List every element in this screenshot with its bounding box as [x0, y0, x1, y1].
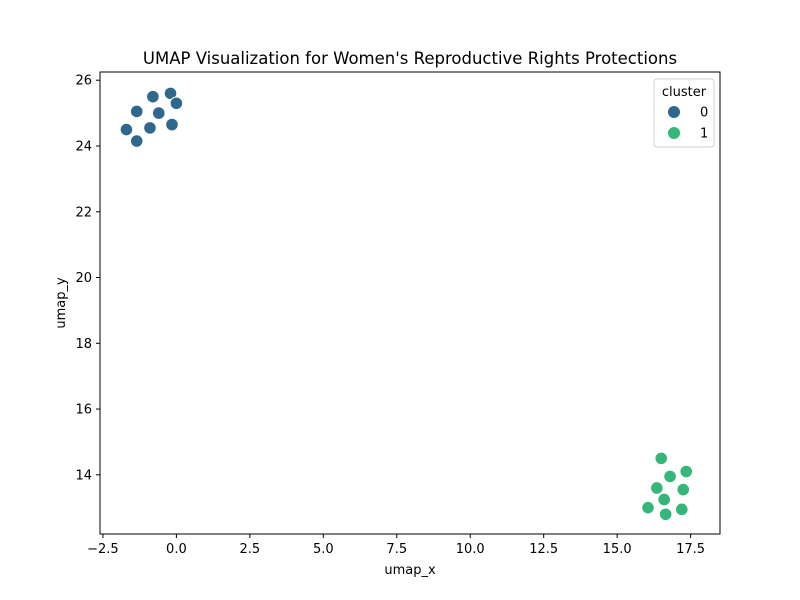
data-point-cluster-1 [657, 492, 671, 507]
y-tick-label: 26 [75, 74, 92, 89]
series-cluster-0 [119, 86, 184, 148]
plot-area [119, 86, 694, 522]
y-tick-label: 14 [75, 468, 92, 483]
x-tick-label: −2.5 [87, 542, 119, 557]
data-point-cluster-0 [163, 86, 178, 101]
legend-label-cluster-0: 0 [700, 106, 708, 121]
legend-label-cluster-1: 1 [700, 127, 708, 142]
y-axis-label: umap_y [54, 277, 69, 329]
y-tick-label: 18 [75, 337, 92, 352]
x-tick-label: 2.5 [240, 542, 261, 557]
data-point-cluster-0 [129, 104, 144, 119]
y-axis-ticks: 14 16 18 20 22 24 26 [75, 74, 100, 483]
y-tick-label: 16 [75, 403, 92, 418]
x-axis-label: umap_x [384, 563, 436, 578]
y-tick-label: 20 [75, 271, 92, 286]
legend: cluster 0 1 [653, 78, 715, 148]
x-tick-label: 15.0 [603, 542, 632, 557]
legend-title: cluster [662, 85, 707, 100]
x-tick-label: 5.0 [313, 542, 334, 557]
legend-marker-cluster-0 [667, 105, 681, 119]
x-tick-label: 10.0 [456, 542, 485, 557]
x-tick-label: 17.5 [676, 542, 705, 557]
data-point-cluster-1 [675, 502, 689, 517]
plot-frame [99, 71, 721, 535]
data-point-cluster-1 [679, 464, 694, 479]
x-axis-ticks: −2.5 0.0 2.5 5.0 7.5 10.0 12.5 15.0 17.5 [87, 534, 705, 557]
data-point-cluster-0 [169, 96, 184, 111]
data-point-cluster-0 [146, 89, 160, 104]
data-point-cluster-1 [658, 507, 673, 522]
data-point-cluster-1 [641, 500, 655, 515]
data-point-cluster-1 [676, 482, 691, 497]
series-cluster-1 [641, 451, 694, 522]
data-point-cluster-0 [119, 122, 134, 137]
chart-title: UMAP Visualization for Women's Reproduct… [143, 49, 677, 68]
data-point-cluster-1 [650, 481, 664, 495]
y-tick-label: 24 [75, 139, 92, 154]
x-tick-label: 0.0 [166, 542, 187, 557]
data-point-cluster-0 [165, 117, 179, 132]
data-point-cluster-1 [663, 469, 677, 484]
x-tick-label: 12.5 [529, 542, 558, 557]
data-point-cluster-1 [654, 451, 669, 466]
data-point-cluster-0 [129, 134, 144, 148]
data-point-cluster-0 [143, 121, 157, 135]
x-tick-label: 7.5 [386, 542, 407, 557]
y-tick-label: 22 [75, 205, 92, 220]
legend-marker-cluster-1 [667, 126, 681, 140]
data-point-cluster-0 [151, 106, 166, 120]
